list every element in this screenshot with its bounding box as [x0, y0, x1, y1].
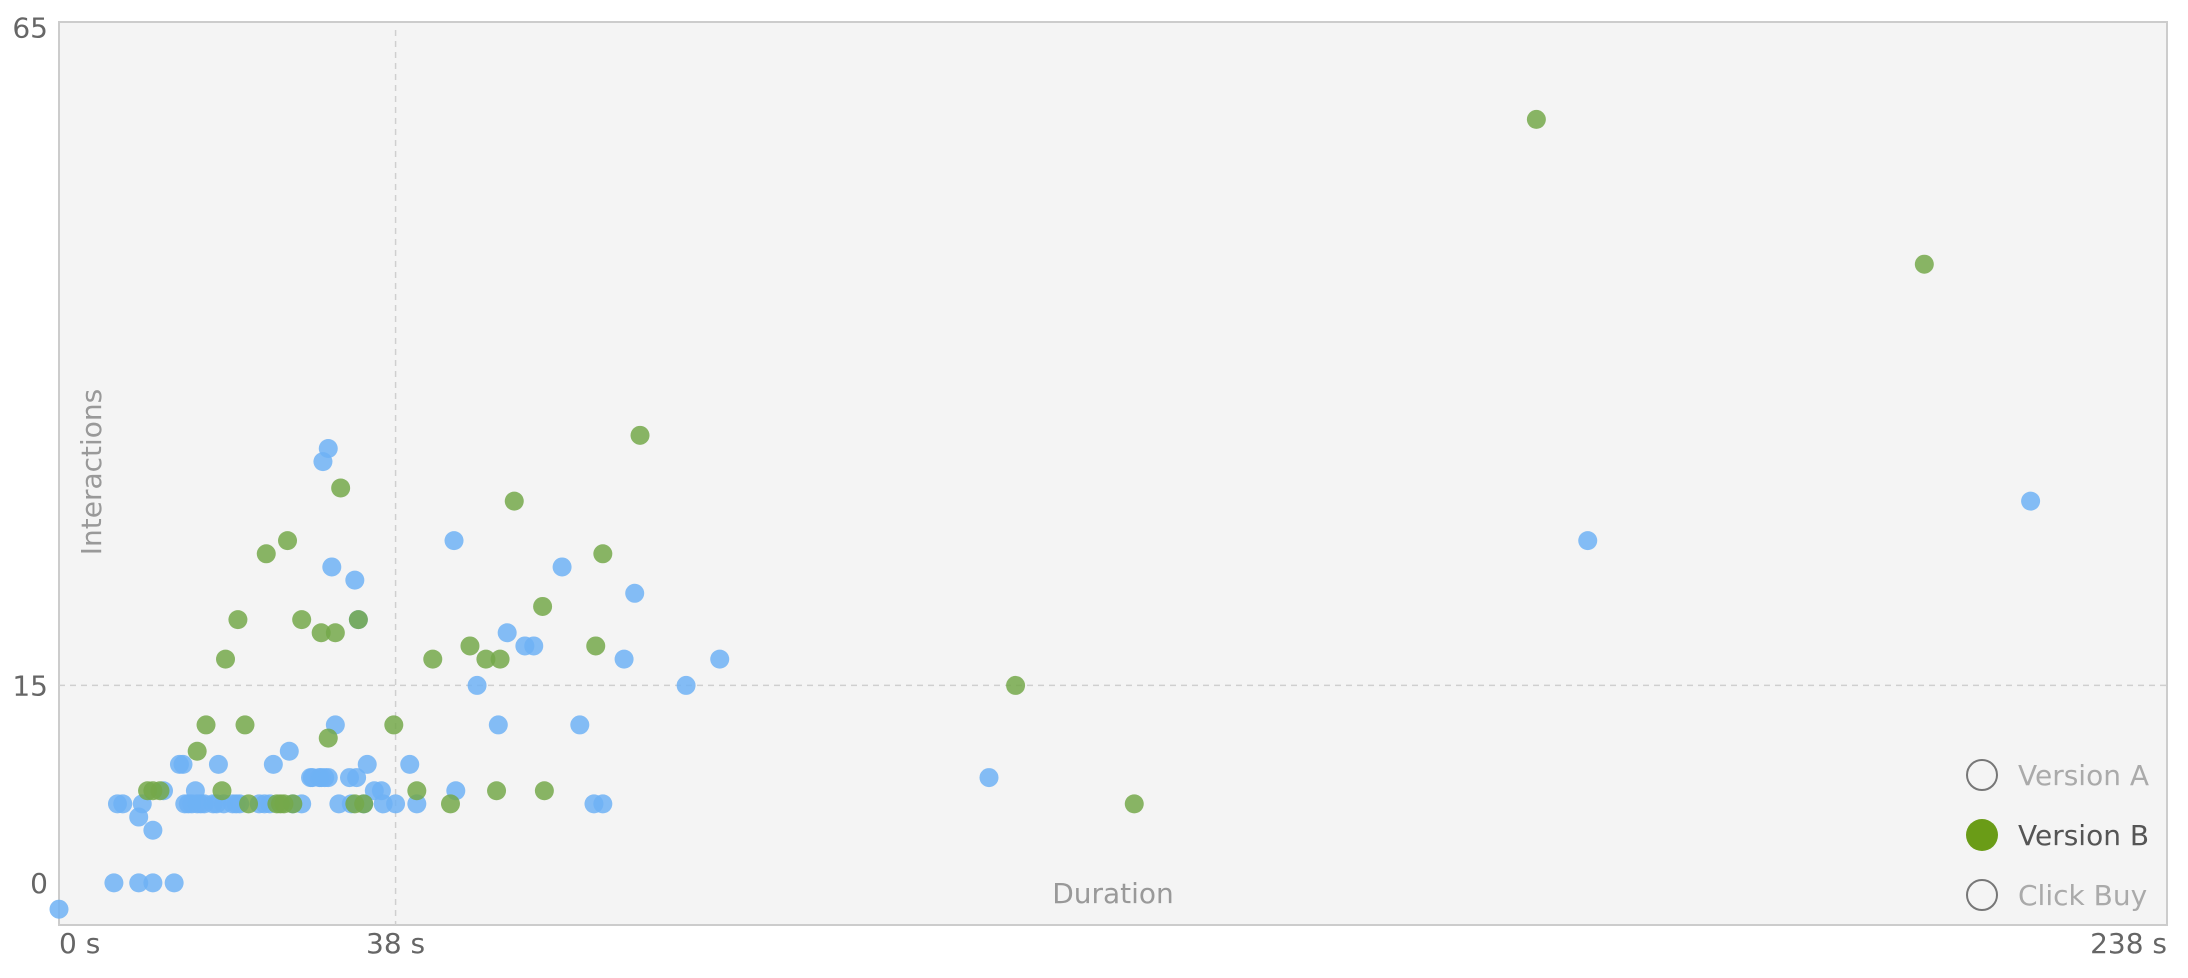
data-point[interactable] [347, 768, 367, 788]
data-point[interactable] [2021, 491, 2041, 511]
data-point[interactable] [504, 491, 524, 511]
data-point[interactable] [552, 557, 572, 577]
x-tick-label: 0 s [59, 927, 100, 960]
y-tick-label: 0 [30, 867, 48, 900]
data-point[interactable] [283, 794, 303, 814]
data-point[interactable] [497, 623, 517, 643]
x-axis-title: Duration [1052, 877, 1174, 910]
data-point[interactable] [348, 610, 368, 630]
data-point[interactable] [460, 636, 480, 656]
data-point[interactable] [1124, 794, 1144, 814]
data-point[interactable] [164, 873, 184, 893]
data-point[interactable] [490, 649, 510, 669]
data-point[interactable] [278, 531, 298, 551]
data-point[interactable] [676, 675, 696, 695]
data-point[interactable] [129, 873, 149, 893]
data-point[interactable] [331, 478, 351, 498]
data-point[interactable] [407, 781, 427, 801]
data-point[interactable] [467, 675, 487, 695]
x-tick-label: 38 s [366, 927, 425, 960]
data-point[interactable] [228, 610, 248, 630]
data-point[interactable] [318, 438, 338, 458]
legend-marker-empty [1966, 759, 1998, 791]
x-tick-label: 238 s [2090, 927, 2167, 960]
legend-label: Version B [2018, 819, 2149, 852]
data-point[interactable] [263, 754, 283, 774]
data-point[interactable] [487, 781, 507, 801]
data-point[interactable] [104, 873, 124, 893]
data-point[interactable] [318, 768, 338, 788]
y-tick-label: 65 [12, 11, 48, 44]
data-point[interactable] [710, 649, 730, 669]
legend-item-version-b[interactable]: Version B [1966, 819, 2149, 852]
data-point[interactable] [533, 596, 553, 616]
data-point[interactable] [354, 794, 374, 814]
data-point[interactable] [311, 623, 331, 643]
data-point[interactable] [570, 715, 590, 735]
data-point[interactable] [49, 899, 69, 919]
data-point[interactable] [407, 794, 427, 814]
data-point[interactable] [488, 715, 508, 735]
data-point[interactable] [345, 570, 365, 590]
legend-item-click-buy[interactable]: Click Buy [1966, 879, 2147, 912]
data-point[interactable] [208, 754, 228, 774]
data-point[interactable] [440, 794, 460, 814]
data-points [49, 109, 2041, 919]
data-point[interactable] [373, 794, 393, 814]
data-point[interactable] [256, 544, 276, 564]
data-point[interactable] [187, 741, 207, 761]
data-point[interactable] [143, 820, 163, 840]
data-point[interactable] [216, 649, 236, 669]
data-point[interactable] [143, 873, 163, 893]
data-point[interactable] [196, 715, 216, 735]
legend-marker-empty [1966, 879, 1998, 911]
data-point[interactable] [625, 583, 645, 603]
data-point[interactable] [524, 636, 544, 656]
data-point[interactable] [239, 794, 259, 814]
data-point[interactable] [279, 741, 299, 761]
data-point[interactable] [534, 781, 554, 801]
data-point[interactable] [292, 610, 312, 630]
data-point[interactable] [400, 754, 420, 774]
data-point[interactable] [235, 715, 255, 735]
data-point[interactable] [384, 715, 404, 735]
data-point[interactable] [476, 649, 496, 669]
data-point[interactable] [212, 781, 232, 801]
data-point[interactable] [325, 623, 345, 643]
plot-area [58, 21, 2168, 926]
legend-item-version-a[interactable]: Version A [1966, 759, 2149, 792]
data-point[interactable] [630, 425, 650, 445]
data-point[interactable] [113, 794, 133, 814]
data-point[interactable] [1006, 675, 1026, 695]
data-point[interactable] [1526, 109, 1546, 129]
data-point[interactable] [586, 636, 606, 656]
data-point[interactable] [444, 531, 464, 551]
series-version-b [138, 109, 1934, 814]
legend-label: Version A [2018, 759, 2149, 792]
legend: Version A Version B Click Buy [1966, 759, 2149, 912]
data-point[interactable] [423, 649, 443, 669]
data-point[interactable] [357, 754, 377, 774]
data-point[interactable] [150, 781, 170, 801]
data-point[interactable] [318, 728, 338, 748]
data-point[interactable] [979, 768, 999, 788]
data-point[interactable] [614, 649, 634, 669]
y-axis-title: Interactions [75, 389, 108, 556]
data-point[interactable] [322, 557, 342, 577]
y-tick-label: 15 [12, 669, 48, 702]
legend-marker-filled [1966, 819, 1998, 851]
data-point[interactable] [593, 544, 613, 564]
data-point[interactable] [1578, 531, 1598, 551]
data-point[interactable] [593, 794, 613, 814]
legend-label: Click Buy [2018, 879, 2147, 912]
data-point[interactable] [173, 754, 193, 774]
axis-ticks: 0 15 65 0 s 38 s 238 s [12, 11, 2167, 960]
data-point[interactable] [1914, 254, 1934, 274]
